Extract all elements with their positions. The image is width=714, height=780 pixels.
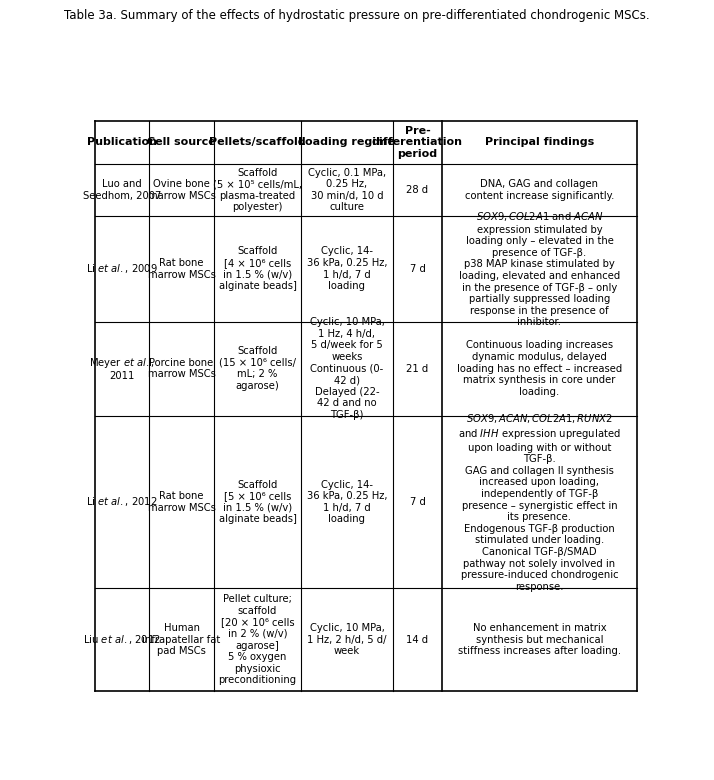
Text: Cyclic, 0.1 MPa,
0.25 Hz,
30 min/d, 10 d
culture: Cyclic, 0.1 MPa, 0.25 Hz, 30 min/d, 10 d… [308,168,386,212]
Text: Luo and
Seedhom, 2007: Luo and Seedhom, 2007 [83,179,161,200]
Text: No enhancement in matrix
synthesis but mechanical
stiffness increases after load: No enhancement in matrix synthesis but m… [458,623,621,656]
Text: DNA, GAG and collagen
content increase significantly.: DNA, GAG and collagen content increase s… [465,179,614,200]
Text: Cyclic, 14-
36 kPa, 0.25 Hz,
1 h/d, 7 d
loading: Cyclic, 14- 36 kPa, 0.25 Hz, 1 h/d, 7 d … [307,246,387,291]
Text: Li $\it{et\ al.}$, 2009: Li $\it{et\ al.}$, 2009 [86,262,158,275]
Text: Publication: Publication [87,137,157,147]
Text: Cyclic, 14-
36 kPa, 0.25 Hz,
1 h/d, 7 d
loading: Cyclic, 14- 36 kPa, 0.25 Hz, 1 h/d, 7 d … [307,480,387,524]
Text: Pre-
differentiation
period: Pre- differentiation period [372,126,463,159]
Text: 7 d: 7 d [410,264,426,274]
Text: Scaffold
(5 × 10⁵ cells/mL,
plasma-treated
polyester): Scaffold (5 × 10⁵ cells/mL, plasma-treat… [213,168,302,212]
Text: Human
infrapatellar fat
pad MSCs: Human infrapatellar fat pad MSCs [142,623,221,656]
Text: Porcine bone
marrow MSCs: Porcine bone marrow MSCs [148,358,216,379]
Text: 7 d: 7 d [410,497,426,507]
Text: Table 3a. Summary of the effects of hydrostatic pressure on pre-differentiated c: Table 3a. Summary of the effects of hydr… [64,9,650,23]
Text: $\it{SOX9, ACAN, COL2A1, RUNX2}$
and $\it{IHH}$ expression upregulated
upon load: $\it{SOX9, ACAN, COL2A1, RUNX2}$ and $\i… [458,412,621,592]
Text: 28 d: 28 d [406,185,428,195]
Text: Ovine bone
marrow MSCs: Ovine bone marrow MSCs [148,179,216,200]
Text: 14 d: 14 d [406,635,428,645]
Text: Rat bone
marrow MSCs: Rat bone marrow MSCs [148,258,216,279]
Text: Loading regime: Loading regime [298,137,396,147]
Text: $\it{SOX9, COL2A1}$ and $\it{ACAN}$
expression stimulated by
loading only – elev: $\it{SOX9, COL2A1}$ and $\it{ACAN}$ expr… [459,210,620,328]
Text: Pellets/scaffold: Pellets/scaffold [209,137,306,147]
Text: Cell source: Cell source [147,137,216,147]
Text: Cyclic, 10 MPa,
1 Hz, 2 h/d, 5 d/
week: Cyclic, 10 MPa, 1 Hz, 2 h/d, 5 d/ week [307,623,387,656]
Text: Pellet culture;
scaffold
[20 × 10⁶ cells
in 2 % (w/v)
agarose]
5 % oxygen
physio: Pellet culture; scaffold [20 × 10⁶ cells… [218,594,296,686]
Text: Liu $\it{et\ al.}$, 2012: Liu $\it{et\ al.}$, 2012 [83,633,161,646]
Text: Principal findings: Principal findings [485,137,594,147]
Text: Meyer $\it{et\ al.}$,
2011: Meyer $\it{et\ al.}$, 2011 [89,356,155,381]
Text: Scaffold
(15 × 10⁶ cells/
mL; 2 %
agarose): Scaffold (15 × 10⁶ cells/ mL; 2 % agaros… [219,346,296,391]
Text: Continuous loading increases
dynamic modulus, delayed
loading has no effect – in: Continuous loading increases dynamic mod… [457,340,622,397]
Text: Rat bone
marrow MSCs: Rat bone marrow MSCs [148,491,216,512]
Text: Scaffold
[5 × 10⁶ cells
in 1.5 % (w/v)
alginate beads]: Scaffold [5 × 10⁶ cells in 1.5 % (w/v) a… [218,480,296,524]
Text: Cyclic, 10 MPa,
1 Hz, 4 h/d,
5 d/week for 5
weeks
Continuous (0-
42 d)
Delayed (: Cyclic, 10 MPa, 1 Hz, 4 h/d, 5 d/week fo… [309,317,384,420]
Text: 21 d: 21 d [406,363,428,374]
Text: Li $\it{et\ al.}$, 2012: Li $\it{et\ al.}$, 2012 [86,495,158,509]
Text: Scaffold
[4 × 10⁶ cells
in 1.5 % (w/v)
alginate beads]: Scaffold [4 × 10⁶ cells in 1.5 % (w/v) a… [218,246,296,291]
